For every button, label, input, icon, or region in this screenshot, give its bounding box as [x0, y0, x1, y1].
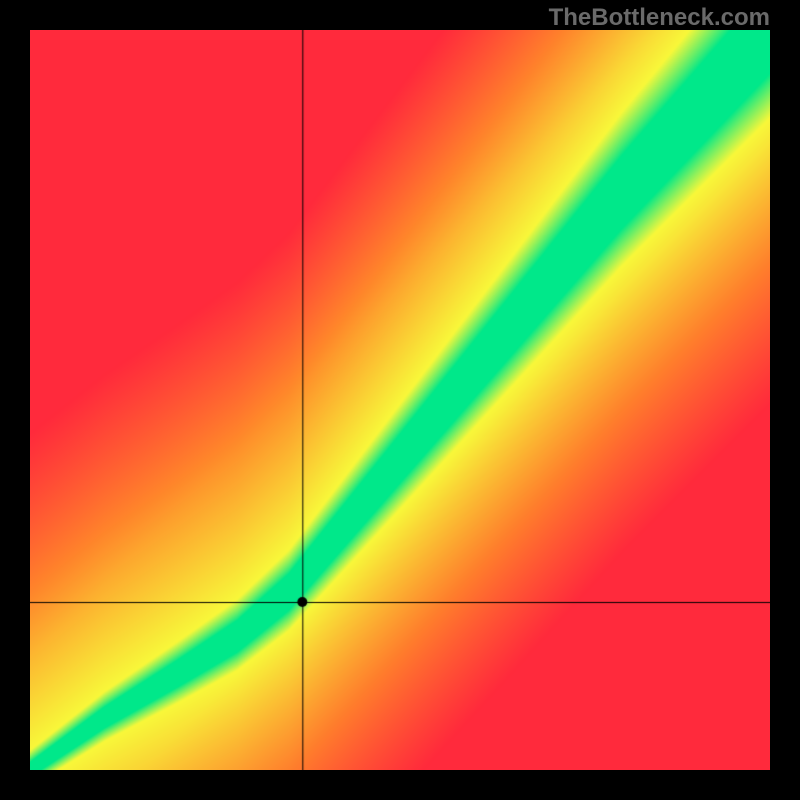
bottleneck-heatmap — [30, 30, 770, 770]
chart-container: { "canvas": { "width": 800, "height": 80… — [0, 0, 800, 800]
watermark-text: TheBottleneck.com — [549, 4, 770, 32]
